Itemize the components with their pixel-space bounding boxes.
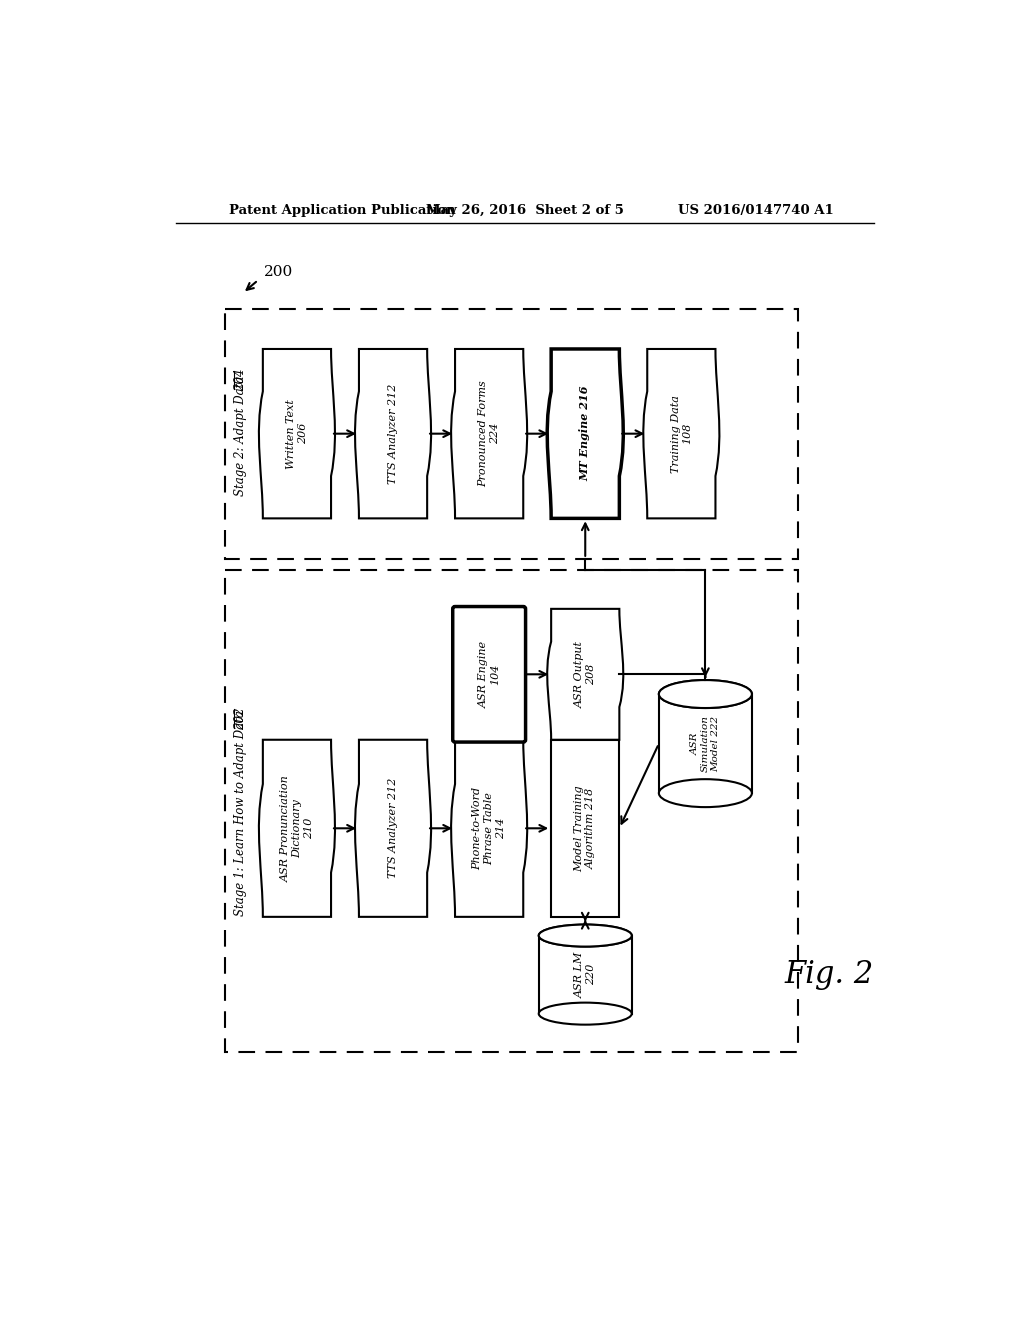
- Text: Phone-to-Word
Phrase Table
214: Phone-to-Word Phrase Table 214: [472, 787, 506, 870]
- Text: MT Engine 216: MT Engine 216: [580, 385, 591, 482]
- Text: TTS Analyzer 212: TTS Analyzer 212: [388, 777, 398, 879]
- PathPatch shape: [452, 348, 527, 519]
- Text: ASR Output
208: ASR Output 208: [574, 640, 596, 708]
- Ellipse shape: [539, 924, 632, 946]
- Ellipse shape: [658, 680, 752, 708]
- Text: Model Training
Algorithm 218: Model Training Algorithm 218: [574, 785, 596, 871]
- Text: ASR Pronunciation
Dictionary
210: ASR Pronunciation Dictionary 210: [281, 775, 313, 882]
- Ellipse shape: [539, 1003, 632, 1024]
- Text: May 26, 2016  Sheet 2 of 5: May 26, 2016 Sheet 2 of 5: [426, 205, 624, 218]
- Text: ASR
Simulation
Model 222: ASR Simulation Model 222: [690, 715, 720, 772]
- Text: Patent Application Publication: Patent Application Publication: [228, 205, 456, 218]
- Text: 200: 200: [263, 265, 293, 280]
- PathPatch shape: [259, 739, 335, 917]
- Text: 204: 204: [233, 368, 247, 391]
- Text: Training Data
108: Training Data 108: [671, 395, 692, 473]
- PathPatch shape: [355, 739, 431, 917]
- Bar: [225, 309, 799, 558]
- PathPatch shape: [643, 348, 720, 519]
- PathPatch shape: [259, 348, 335, 519]
- Bar: [658, 694, 752, 793]
- Ellipse shape: [658, 779, 752, 807]
- Text: 202: 202: [233, 708, 247, 730]
- Text: US 2016/0147740 A1: US 2016/0147740 A1: [678, 205, 834, 218]
- PathPatch shape: [355, 348, 431, 519]
- PathPatch shape: [547, 609, 624, 739]
- Text: Written Text
206: Written Text 206: [286, 399, 308, 469]
- Bar: [539, 936, 632, 1014]
- PathPatch shape: [547, 348, 624, 519]
- Bar: [225, 570, 799, 1052]
- Text: ASR Engine
104: ASR Engine 104: [478, 640, 500, 708]
- Ellipse shape: [539, 924, 632, 946]
- Bar: [551, 739, 620, 917]
- Text: Fig. 2: Fig. 2: [784, 960, 874, 990]
- Text: ASR LM
220: ASR LM 220: [574, 952, 596, 998]
- Text: Stage 1: Learn How to Adapt Data: Stage 1: Learn How to Adapt Data: [233, 706, 247, 916]
- Text: TTS Analyzer 212: TTS Analyzer 212: [388, 384, 398, 484]
- Ellipse shape: [658, 680, 752, 708]
- Text: Stage 2: Adapt Data: Stage 2: Adapt Data: [233, 372, 247, 496]
- PathPatch shape: [452, 739, 527, 917]
- Text: Pronounced Forms
224: Pronounced Forms 224: [478, 380, 500, 487]
- FancyBboxPatch shape: [453, 607, 525, 742]
